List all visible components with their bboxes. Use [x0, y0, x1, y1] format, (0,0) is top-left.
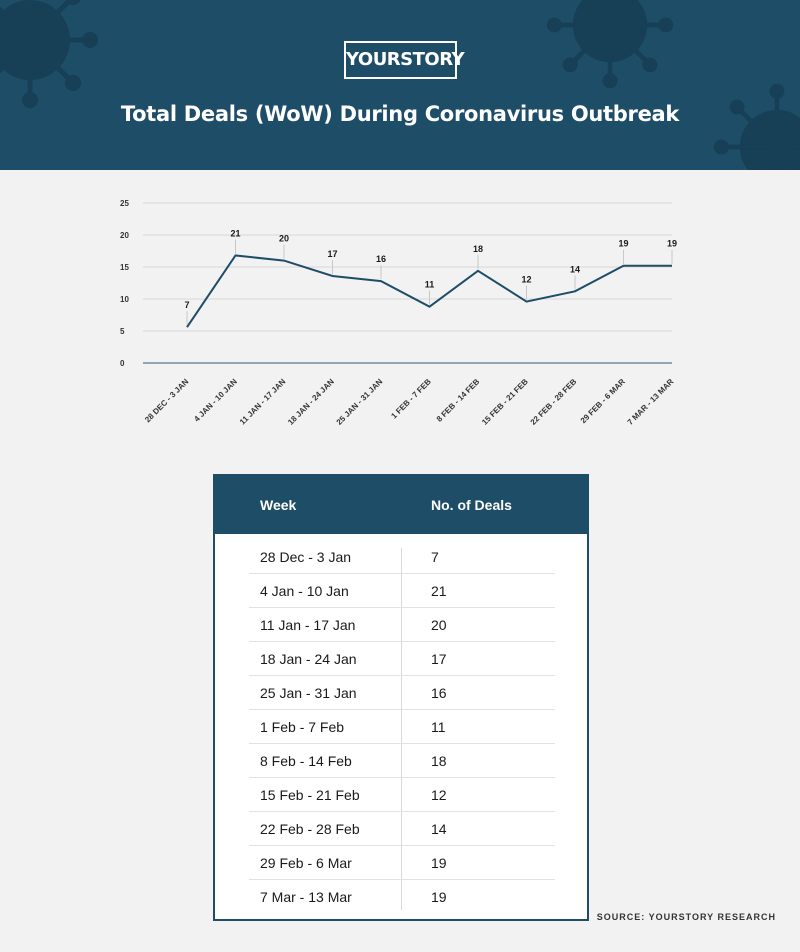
data-label: 19	[618, 239, 628, 249]
row-separator	[249, 743, 555, 744]
y-tick-label: 10	[120, 295, 129, 304]
cell-week: 25 Jan - 31 Jan	[260, 685, 357, 701]
cell-deals: 19	[431, 855, 447, 871]
source-note: SOURCE: YOURSTORY RESEARCH	[596, 912, 776, 922]
table-row: 18 Jan - 24 Jan 17	[215, 642, 587, 676]
data-label: 20	[279, 234, 289, 244]
header-deals: No. of Deals	[431, 497, 512, 513]
cell-week: 28 Dec - 3 Jan	[260, 549, 352, 565]
line-chart: 0 5 10 15 20 25 7 28 DEC - 3 JAN 21 4 JAN - 10 JA…	[0, 170, 800, 470]
cell-deals: 14	[431, 821, 447, 837]
virus-icon	[0, 0, 98, 108]
cell-deals: 19	[431, 889, 447, 905]
x-tick-label: 25 JAN - 31 JAN	[335, 377, 385, 427]
cell-week: 15 Feb - 21 Feb	[260, 787, 360, 803]
cell-deals: 21	[431, 583, 447, 599]
cell-week: 11 Jan - 17 Jan	[260, 617, 356, 633]
cell-deals: 12	[431, 787, 447, 803]
cell-week: 22 Feb - 28 Feb	[260, 821, 360, 837]
cell-deals: 20	[431, 617, 447, 633]
data-label: 18	[473, 244, 483, 254]
table-row: 25 Jan - 31 Jan 16	[215, 676, 587, 710]
table-row: 7 Mar - 13 Mar 19	[215, 880, 587, 914]
data-label: 21	[230, 228, 240, 238]
cell-week: 29 Feb - 6 Mar	[260, 855, 352, 871]
row-separator	[249, 777, 555, 778]
virus-icon	[713, 83, 800, 170]
data-label: 16	[376, 254, 386, 264]
cell-week: 4 Jan - 10 Jan	[260, 583, 349, 599]
row-separator	[249, 573, 555, 574]
table-row: 22 Feb - 28 Feb 14	[215, 812, 587, 846]
table-row: 28 Dec - 3 Jan 7	[215, 540, 587, 574]
x-tick-label: 22 FEB - 28 FEB	[529, 377, 579, 427]
deals-table: Week No. of Deals 28 Dec - 3 Jan 7 4 Jan -…	[213, 474, 589, 921]
data-label: 12	[521, 275, 531, 285]
y-tick-label: 20	[120, 231, 129, 240]
data-label: 17	[327, 249, 337, 259]
x-tick-label: 29 FEB - 6 MAR	[579, 377, 627, 425]
x-tick-label: 18 JAN - 24 JAN	[286, 377, 336, 427]
cell-deals: 16	[431, 685, 447, 701]
table-row: 29 Feb - 6 Mar 19	[215, 846, 587, 880]
virus-icon	[546, 0, 674, 89]
x-tick-label: 7 MAR - 13 MAR	[626, 377, 676, 427]
x-tick-label: 1 FEB - 7 FEB	[389, 377, 433, 421]
y-tick-label: 25	[120, 199, 129, 208]
x-tick-label: 15 FEB - 21 FEB	[480, 377, 530, 427]
cell-week: 8 Feb - 14 Feb	[260, 753, 352, 769]
column-divider	[401, 548, 402, 910]
cell-week: 7 Mar - 13 Mar	[260, 889, 352, 905]
table-row: 8 Feb - 14 Feb 18	[215, 744, 587, 778]
row-separator	[249, 607, 555, 608]
row-separator	[249, 811, 555, 812]
y-tick-label: 0	[120, 359, 125, 368]
cell-week: 1 Feb - 7 Feb	[260, 719, 345, 735]
data-label: 19	[667, 239, 677, 249]
yourstory-logo: YOURSTORY	[344, 41, 465, 79]
x-tick-label: 8 FEB - 14 FEB	[435, 377, 482, 424]
header-banner: YOURSTORY Total Deals (WoW) During Coron…	[0, 0, 800, 170]
cell-deals: 11	[431, 719, 446, 735]
series-line	[186, 254, 672, 328]
row-separator	[249, 709, 555, 710]
table-row: 4 Jan - 10 Jan 21	[215, 574, 587, 608]
cell-deals: 18	[431, 753, 447, 769]
x-tick-label: 4 JAN - 10 JAN	[192, 377, 239, 424]
table-header: Week No. of Deals	[215, 476, 587, 534]
data-label: 7	[184, 300, 189, 310]
row-separator	[249, 845, 555, 846]
cell-deals: 17	[431, 651, 447, 667]
line-chart-svg: 0 5 10 15 20 25 7 28 DEC - 3 JAN 21 4 JAN - 10 JA…	[120, 199, 677, 427]
data-label: 14	[570, 264, 580, 274]
data-label: 11	[425, 280, 435, 290]
cell-week: 18 Jan - 24 Jan	[260, 651, 357, 667]
row-separator	[249, 879, 555, 880]
cell-deals: 7	[431, 549, 439, 565]
table-row: 1 Feb - 7 Feb 11	[215, 710, 587, 744]
page-title: Total Deals (WoW) During Coronavirus Out…	[120, 102, 680, 126]
x-tick-label: 28 DEC - 3 JAN	[143, 377, 190, 424]
y-tick-label: 15	[120, 263, 129, 272]
table-row: 15 Feb - 21 Feb 12	[215, 778, 587, 812]
x-tick-label: 11 JAN - 17 JAN	[238, 377, 288, 427]
header-week: Week	[260, 497, 297, 513]
y-tick-label: 5	[120, 327, 125, 336]
table-row: 11 Jan - 17 Jan 20	[215, 608, 587, 642]
row-separator	[249, 675, 555, 676]
row-separator	[249, 641, 555, 642]
